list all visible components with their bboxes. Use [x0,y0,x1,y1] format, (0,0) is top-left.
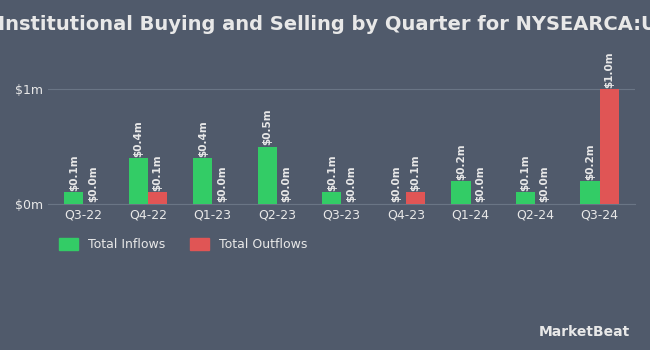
Text: $0.0m: $0.0m [391,166,401,202]
Text: $0.5m: $0.5m [263,108,272,145]
Text: $0.0m: $0.0m [281,166,292,202]
Text: $0.1m: $0.1m [153,154,162,191]
Text: $0.1m: $0.1m [521,154,530,191]
Title: Institutional Buying and Selling by Quarter for NYSEARCA:UNL: Institutional Buying and Selling by Quar… [0,15,650,34]
Bar [193,158,213,204]
Text: $0.1m: $0.1m [411,154,421,191]
Text: $0.1m: $0.1m [327,154,337,191]
Bar [64,193,83,204]
Text: $0.0m: $0.0m [540,166,550,202]
Text: $0.0m: $0.0m [346,166,356,202]
Bar [322,193,341,204]
Bar [515,193,535,204]
Text: $0.0m: $0.0m [217,166,227,202]
Text: $0.4m: $0.4m [198,120,208,157]
Bar [451,181,471,204]
Text: $1.0m: $1.0m [604,51,614,88]
Text: $0.4m: $0.4m [133,120,143,157]
Bar [599,90,619,204]
Text: MarketBeat: MarketBeat [540,326,630,340]
Legend: Total Inflows, Total Outflows: Total Inflows, Total Outflows [54,233,313,256]
Bar [257,147,277,204]
Bar [406,193,425,204]
Text: $0.2m: $0.2m [585,143,595,180]
Bar [129,158,148,204]
Text: $0.0m: $0.0m [88,166,98,202]
Text: $0.1m: $0.1m [69,154,79,191]
Bar [580,181,599,204]
Text: $0.2m: $0.2m [456,143,466,180]
Text: $0.0m: $0.0m [475,166,485,202]
Bar [148,193,167,204]
